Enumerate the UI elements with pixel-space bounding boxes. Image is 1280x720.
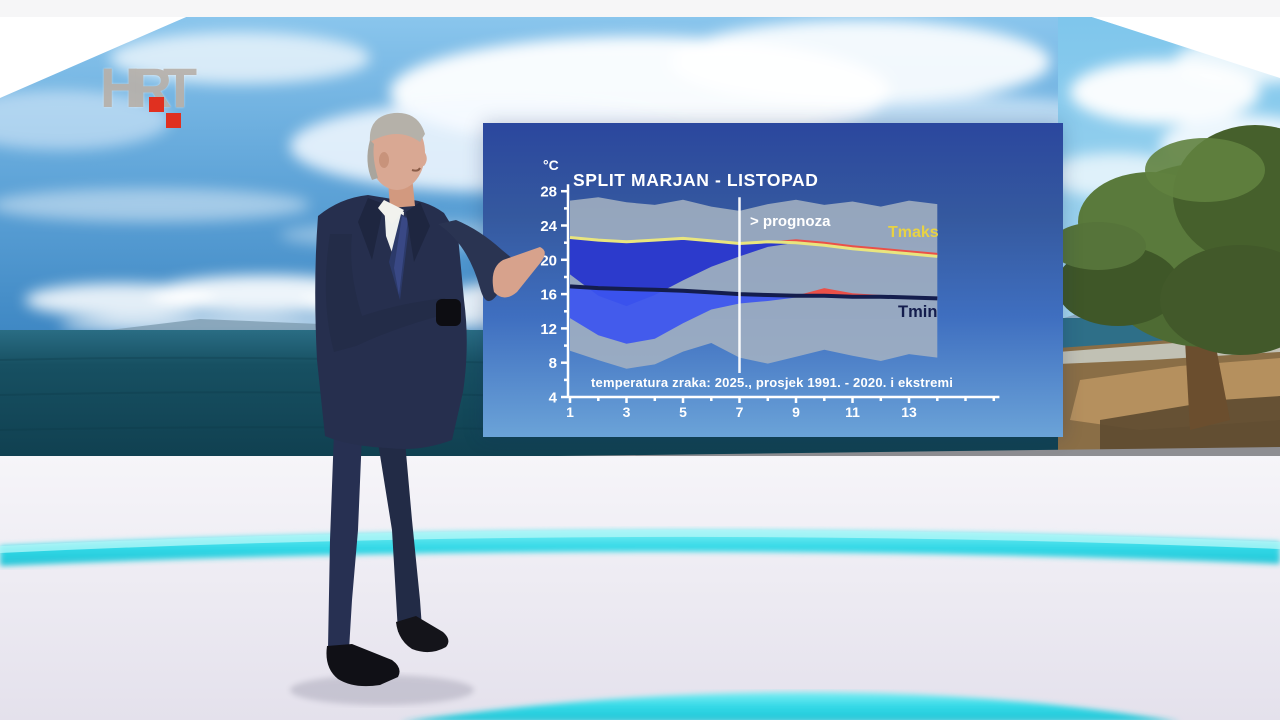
chart-title: SPLIT MARJAN - LISTOPAD <box>573 170 819 190</box>
y-axis-unit: °C <box>543 157 559 173</box>
chart-band <box>570 237 938 257</box>
x-tick-label: 5 <box>679 404 687 420</box>
hrt-logo-text: HRT <box>100 56 197 119</box>
y-tick-label: 12 <box>540 321 557 338</box>
x-tick-label: 1 <box>566 404 574 420</box>
chart-line <box>569 236 938 258</box>
hrt-logo-red-square <box>166 113 181 128</box>
hrt-logo-red-square <box>149 97 164 112</box>
tmin-series-label: Tmin <box>898 303 938 321</box>
top-right-frame <box>1092 17 1280 78</box>
chart-caption: temperatura zraka: 2025., prosjek 1991. … <box>591 375 954 390</box>
floor <box>0 456 1280 720</box>
coast-scene <box>1045 17 1280 460</box>
floor-accent-stripe <box>0 529 1280 566</box>
hrt-logo: HRT <box>100 60 200 130</box>
tree <box>1050 125 1280 430</box>
x-tick-label: 9 <box>792 404 800 420</box>
x-tick-label: 11 <box>845 404 860 420</box>
x-tick-label: 13 <box>901 404 917 420</box>
tmax-series-label: Tmaks <box>888 224 939 241</box>
y-tick-label: 24 <box>540 218 557 235</box>
chart-line <box>569 284 938 301</box>
top-left-frame <box>0 17 186 98</box>
x-tick-label: 7 <box>736 404 744 420</box>
y-tick-label: 4 <box>549 390 558 407</box>
forecast-annotation: > prognoza <box>750 213 831 230</box>
chart-band <box>570 286 938 344</box>
weather-chart-panel: 4 8 12 16 20 24 28 1 3 5 7 9 11 13 °C SPLIT MARJAN - … <box>483 123 1063 437</box>
x-tick-label: 3 <box>623 404 631 420</box>
y-tick-label: 20 <box>540 252 557 269</box>
presenter-shadow <box>290 675 474 705</box>
y-tick-label: 28 <box>540 184 557 201</box>
floor-front-arc <box>414 692 1168 720</box>
y-tick-label: 16 <box>540 287 557 304</box>
top-frame-band <box>0 0 1280 17</box>
frame-seam <box>0 0 1280 17</box>
y-tick-label: 8 <box>549 355 557 372</box>
